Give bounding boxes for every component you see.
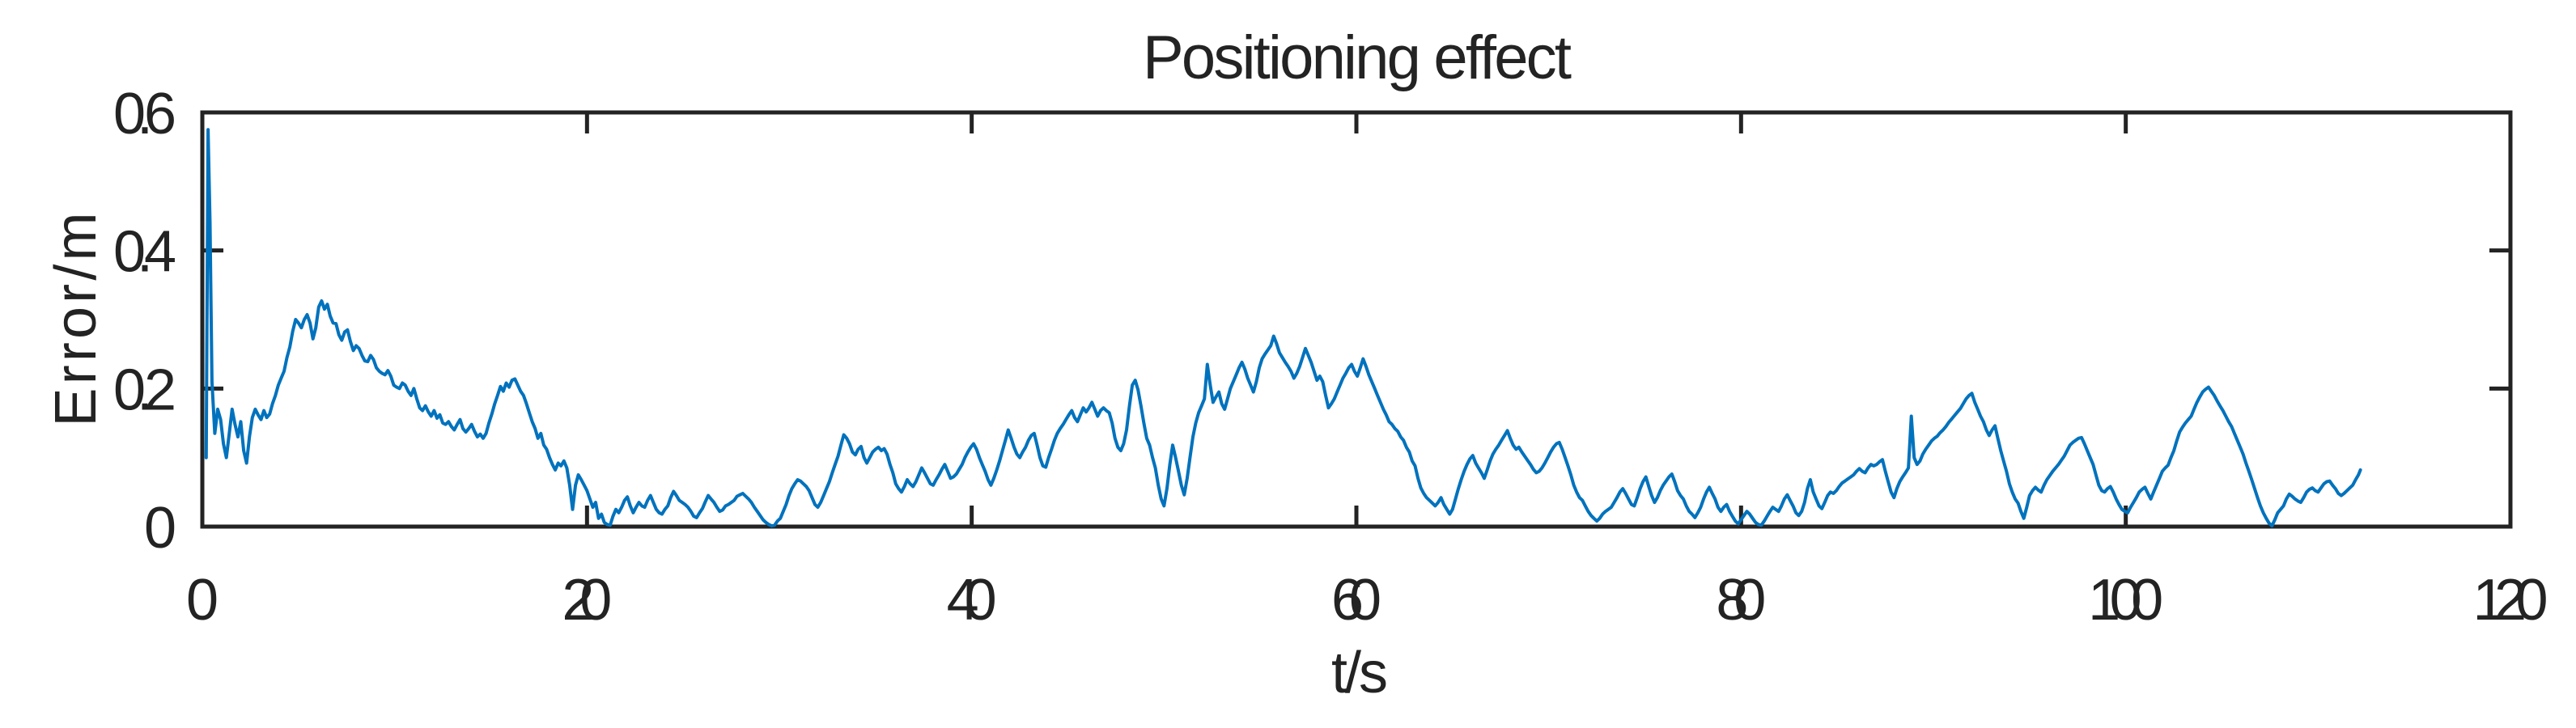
- chart-title: Positioning effect: [1143, 23, 1572, 92]
- positioning-error-series-line: [204, 128, 2362, 528]
- x-tick-label: 120: [2473, 568, 2548, 633]
- y-tick-label: 0.4: [113, 220, 176, 285]
- y-axis-label: Error/m: [44, 213, 108, 427]
- y-tick-label: 0: [144, 496, 176, 561]
- y-tick-label: 0.2: [113, 358, 176, 422]
- x-tick-label: 40: [947, 568, 997, 633]
- x-tick-label: 80: [1716, 568, 1766, 633]
- plot-area-border: [200, 110, 2513, 529]
- axis-ticks: [200, 110, 2513, 529]
- x-tick-labels: 0 20 40 60 80 100 120: [186, 568, 2548, 633]
- x-tick-label: 20: [562, 568, 612, 633]
- x-axis-label: t/s: [1331, 641, 1388, 705]
- y-tick-label: 0.6: [113, 82, 176, 146]
- y-tick-labels: 0 0.2 0.4 0.6: [113, 82, 176, 561]
- x-tick-label: 100: [2088, 568, 2163, 633]
- x-tick-label: 60: [1331, 568, 1381, 633]
- x-tick-label: 0: [186, 568, 219, 633]
